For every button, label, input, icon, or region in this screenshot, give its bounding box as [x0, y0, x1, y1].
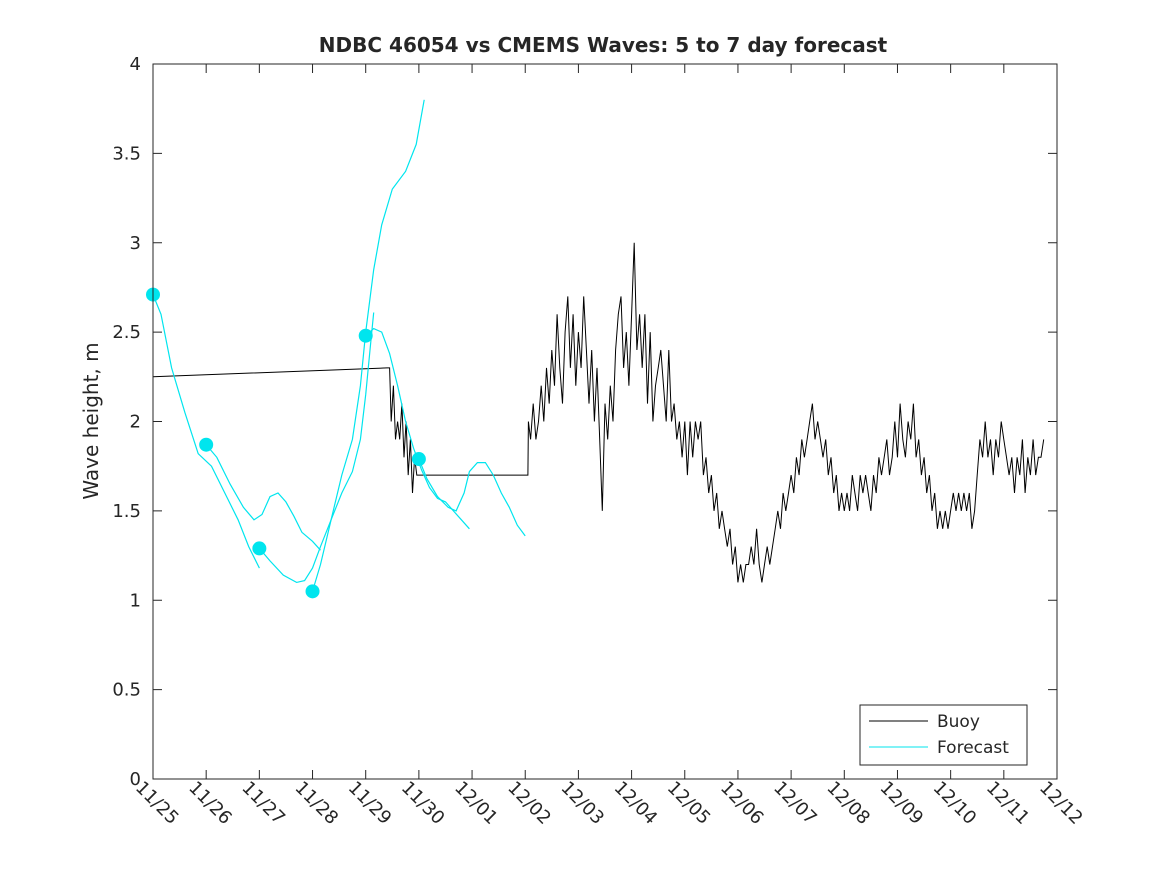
forecast-series-line-3 — [258, 312, 375, 584]
forecast-series-line-4 — [311, 99, 425, 592]
legend-label-forecast: Forecast — [937, 738, 1009, 758]
x-tick-label: 12/12 — [1035, 777, 1087, 829]
x-tick-label: 12/09 — [876, 777, 928, 829]
legend-label-buoy: Buoy — [937, 712, 980, 732]
x-tick-label: 12/01 — [450, 777, 502, 829]
x-tick-label: 12/10 — [929, 777, 981, 829]
x-tick-label: 12/07 — [769, 777, 821, 829]
x-tick-label: 12/02 — [503, 777, 555, 829]
x-tick-label: 11/28 — [291, 777, 343, 829]
forecast-series-line-2 — [205, 444, 321, 551]
x-tick-label: 12/06 — [716, 777, 768, 829]
y-tick-label: 0 — [130, 769, 141, 790]
y-tick-label: 1 — [130, 590, 141, 611]
x-tick-label: 12/08 — [822, 777, 874, 829]
x-tick-label: 11/26 — [184, 777, 236, 829]
x-tick-label: 11/29 — [344, 777, 396, 829]
forecast-marker-5 — [358, 328, 373, 343]
forecast-series-line-6 — [418, 458, 526, 537]
y-tick-label: 2.5 — [112, 322, 141, 343]
x-tick-label: 12/03 — [557, 777, 609, 829]
y-tick-label: 0.5 — [112, 680, 141, 701]
x-tick-label: 11/30 — [397, 777, 449, 829]
x-tick-label: 11/27 — [237, 777, 289, 829]
forecast-marker-6 — [411, 452, 426, 467]
y-tick-label: 3 — [130, 233, 141, 254]
legend-box — [859, 704, 1028, 766]
y-axis-label: Wave height, m — [79, 342, 103, 499]
chart-title: NDBC 46054 vs CMEMS Waves: 5 to 7 day fo… — [319, 33, 888, 57]
forecast-marker-3 — [252, 541, 267, 556]
y-tick-label: 2 — [130, 412, 141, 433]
y-tick-label: 3.5 — [112, 143, 141, 164]
forecast-series-line-5 — [365, 327, 470, 530]
y-tick-label: 4 — [130, 54, 141, 75]
legend: Buoy Forecast — [859, 704, 1028, 766]
x-tick-label: 12/11 — [982, 777, 1034, 829]
buoy-series-line — [152, 242, 1045, 583]
forecast-marker-2 — [199, 437, 214, 452]
forecast-series-line-1 — [152, 294, 260, 569]
x-tick-label: 12/05 — [663, 777, 715, 829]
forecast-marker-4 — [305, 584, 320, 599]
x-tick-label: 12/04 — [610, 777, 662, 829]
plot-area — [146, 99, 1045, 599]
y-tick-label: 1.5 — [112, 501, 141, 522]
